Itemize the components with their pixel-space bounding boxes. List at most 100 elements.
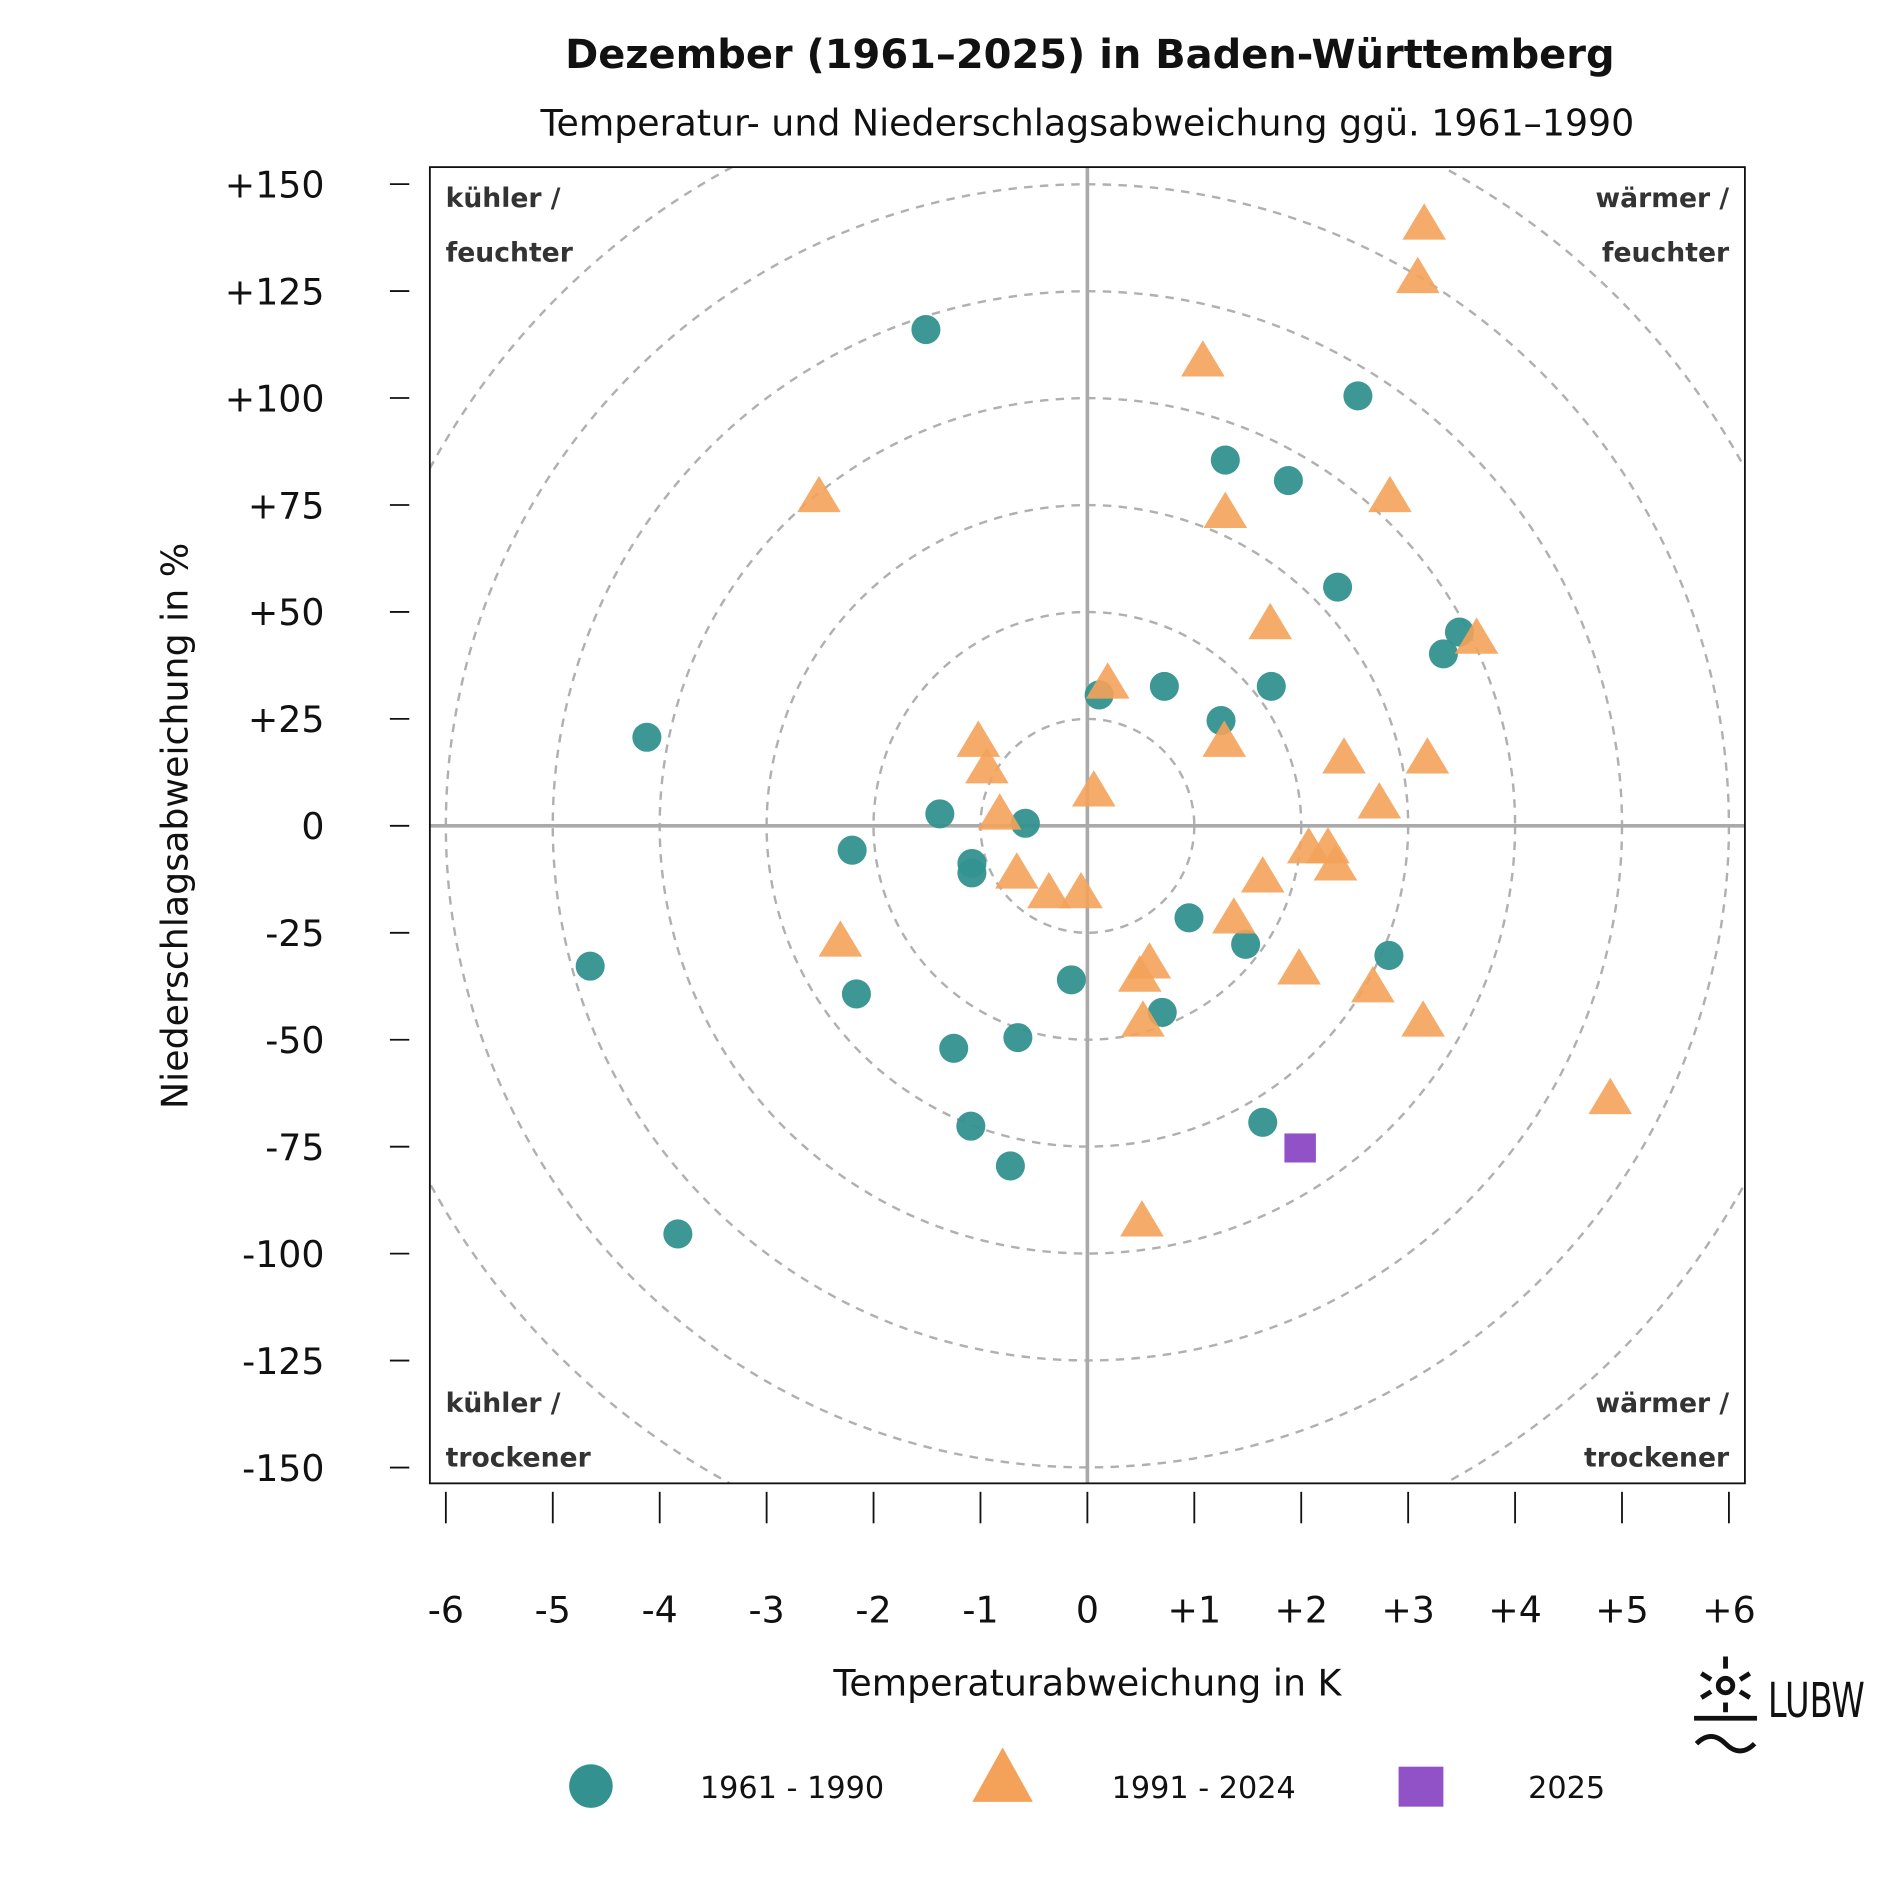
quadrant-tl-2: feuchter xyxy=(446,238,574,269)
point-1991-2024 xyxy=(977,793,1022,830)
point-1991-2024 xyxy=(1322,737,1366,774)
point-1991-2024 xyxy=(1405,737,1450,774)
lubw-logo: LUBW xyxy=(1694,1656,1865,1754)
y-tick-label: +50 xyxy=(248,591,325,634)
y-tick-label: -25 xyxy=(265,912,324,955)
point-1991-2024 xyxy=(1357,782,1402,819)
point-1961-1990 xyxy=(1056,965,1086,995)
point-1991-2024 xyxy=(956,720,1001,757)
x-tick-label: +1 xyxy=(1168,1589,1222,1632)
point-1961-1990 xyxy=(925,799,955,829)
x-tick-label: +4 xyxy=(1488,1589,1542,1632)
x-tick-label: -3 xyxy=(749,1589,785,1632)
point-1991-2024 xyxy=(1085,662,1130,699)
point-1961-1990 xyxy=(1343,381,1373,411)
y-tick-label: -125 xyxy=(242,1340,324,1383)
point-1961-1990 xyxy=(632,722,662,752)
point-1991-2024 xyxy=(1454,617,1499,654)
y-tick-label: +100 xyxy=(225,377,325,420)
point-1991-2024 xyxy=(1277,948,1321,985)
quadrant-tr-1: wärmer / xyxy=(1596,183,1730,214)
legend-label-1961-1990: 1961 - 1990 xyxy=(700,1771,884,1806)
point-1961-1990 xyxy=(1273,466,1303,496)
y-tick-label: +75 xyxy=(248,484,325,527)
point-1991-2024 xyxy=(965,747,1009,784)
point-1991-2024 xyxy=(1313,844,1358,881)
y-tick-label: -150 xyxy=(242,1447,324,1490)
x-tick-label: -2 xyxy=(855,1589,891,1632)
x-tick-label: +2 xyxy=(1274,1589,1328,1632)
point-1991-2024 xyxy=(1202,720,1247,757)
point-1991-2024 xyxy=(1059,871,1103,909)
y-tick-label: +25 xyxy=(248,698,325,741)
point-1991-2024 xyxy=(818,920,863,957)
point-1991-2024 xyxy=(1588,1077,1633,1115)
x-tick-label: +3 xyxy=(1381,1589,1435,1632)
x-tick-label: -4 xyxy=(642,1589,678,1632)
y-tick-label: +125 xyxy=(225,270,325,313)
x-tick-label: +5 xyxy=(1595,1589,1649,1632)
y-axis-label: Niederschlagsabweichung in % xyxy=(154,543,197,1109)
x-tick-label: -1 xyxy=(962,1589,998,1632)
point-1961-1990 xyxy=(1374,940,1404,970)
point-1991-2024 xyxy=(1401,1000,1445,1037)
y-tick-label: -100 xyxy=(242,1233,324,1276)
x-tick-label: +6 xyxy=(1702,1589,1756,1632)
legend-label-2025: 2025 xyxy=(1528,1771,1605,1806)
legend-marker-square xyxy=(1398,1766,1444,1807)
point-1991-2024 xyxy=(1203,491,1248,528)
point-1961-1990 xyxy=(1147,997,1177,1027)
point-1991-2024 xyxy=(1368,475,1412,513)
point-1991-2024 xyxy=(1072,770,1116,807)
point-1991-2024 xyxy=(1240,856,1285,893)
point-1961-1990 xyxy=(841,979,871,1009)
quadrant-tr-2: feuchter xyxy=(1602,238,1730,269)
chart-subtitle: Temperatur- und Niederschlagsabweichung … xyxy=(540,102,1635,145)
point-1961-1990 xyxy=(956,1111,986,1141)
point-1961-1990 xyxy=(663,1219,693,1249)
point-1961-1990 xyxy=(995,1151,1025,1181)
point-1961-1990 xyxy=(957,858,987,888)
point-1961-1990 xyxy=(1174,903,1204,933)
point-1991-2024 xyxy=(1181,340,1225,377)
point-1961-1990 xyxy=(939,1033,969,1063)
point-1991-2024 xyxy=(1248,602,1293,640)
point-1961-1990 xyxy=(1210,445,1240,475)
point-1991-2024 xyxy=(1117,955,1162,992)
y-tick-label: -50 xyxy=(265,1019,324,1062)
point-1991-2024 xyxy=(1402,203,1446,240)
quadrant-tl-1: kühler / xyxy=(446,183,561,214)
y-tick-label: +150 xyxy=(225,163,325,206)
x-tick-label: -5 xyxy=(535,1589,571,1632)
point-1991-2024 xyxy=(1212,897,1256,934)
point-1961-1990 xyxy=(1149,671,1179,701)
svg-text:LUBW: LUBW xyxy=(1768,1673,1865,1729)
point-1961-1990 xyxy=(1323,572,1353,602)
quadrant-br-1: wärmer / xyxy=(1596,1388,1730,1419)
point-1991-2024 xyxy=(1351,966,1395,1003)
quadrant-br-2: trockener xyxy=(1584,1442,1730,1473)
legend: 1961 - 1990 1991 - 2024 2025 xyxy=(569,1747,1605,1808)
point-1961-1990 xyxy=(1248,1107,1278,1137)
x-tick-label: -6 xyxy=(428,1589,464,1632)
point-1991-2024 xyxy=(1395,256,1440,294)
point-1991-2024 xyxy=(1121,1000,1165,1037)
point-1961-1990 xyxy=(1010,808,1040,838)
point-1991-2024 xyxy=(1120,1200,1164,1237)
point-2025 xyxy=(1284,1133,1316,1163)
point-1961-1990 xyxy=(575,951,605,981)
point-1961-1990 xyxy=(1003,1023,1033,1053)
point-1991-2024 xyxy=(1027,871,1071,909)
y-tick-label: -75 xyxy=(265,1126,324,1169)
x-tick-label: 0 xyxy=(1076,1589,1099,1632)
quadrant-bl-2: trockener xyxy=(446,1442,592,1473)
legend-marker-circle xyxy=(569,1764,613,1808)
point-1961-1990 xyxy=(1231,929,1261,959)
plot-frame xyxy=(428,166,1746,1485)
quadrant-bl-1: kühler / xyxy=(446,1388,561,1419)
point-1991-2024 xyxy=(797,475,841,513)
chart-title: Dezember (1961–2025) in Baden-Württember… xyxy=(565,32,1614,78)
y-tick-label: 0 xyxy=(301,805,324,848)
legend-label-1991-2024: 1991 - 2024 xyxy=(1112,1771,1296,1806)
